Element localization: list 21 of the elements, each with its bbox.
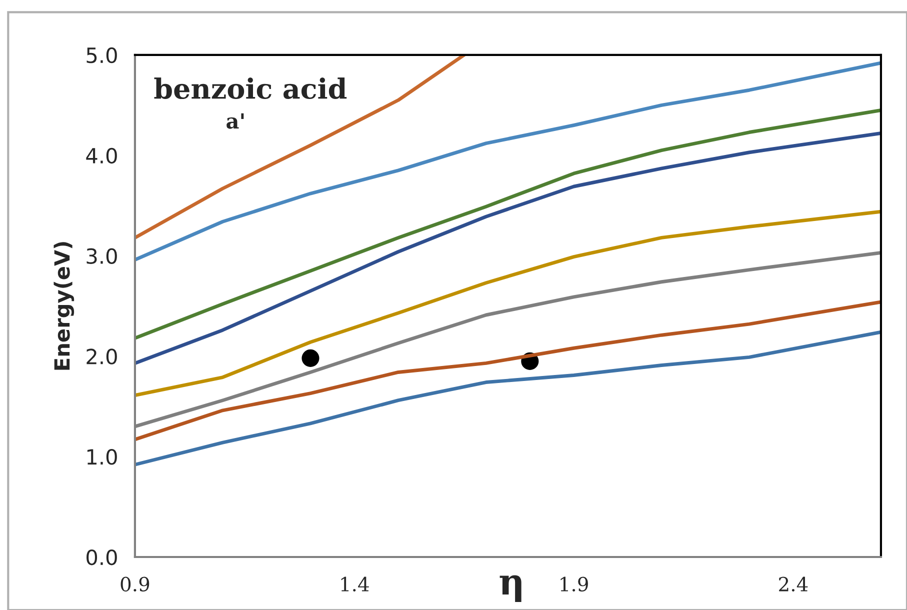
y-tick-label: 2.0 [86, 348, 117, 364]
y-tick-label: 1.0 [87, 449, 117, 465]
y-tick-label: 3.0 [86, 248, 117, 264]
y-tick-label: 4.0 [86, 148, 117, 164]
y-tick-label: 0.0 [86, 549, 117, 566]
x-tick-label: 2.4 [779, 576, 808, 592]
x-tick-label: 1.9 [560, 576, 588, 592]
line-series [134, 61, 881, 262]
y-tick-label: 5.0 [86, 47, 117, 64]
x-tick-label: 1.4 [341, 576, 369, 592]
line-series [134, 132, 881, 365]
line-series [134, 330, 881, 466]
x-axis-title: η [500, 575, 522, 602]
line-series [134, 300, 881, 442]
y-axis-title: Energy(eV) [54, 242, 74, 370]
line-series [134, 54, 466, 240]
line-series [134, 210, 881, 398]
annotation: a' [226, 113, 244, 129]
annotation: benzoic acid [154, 78, 347, 100]
x-tick-label: 0.9 [120, 576, 150, 592]
line-series [134, 108, 881, 340]
